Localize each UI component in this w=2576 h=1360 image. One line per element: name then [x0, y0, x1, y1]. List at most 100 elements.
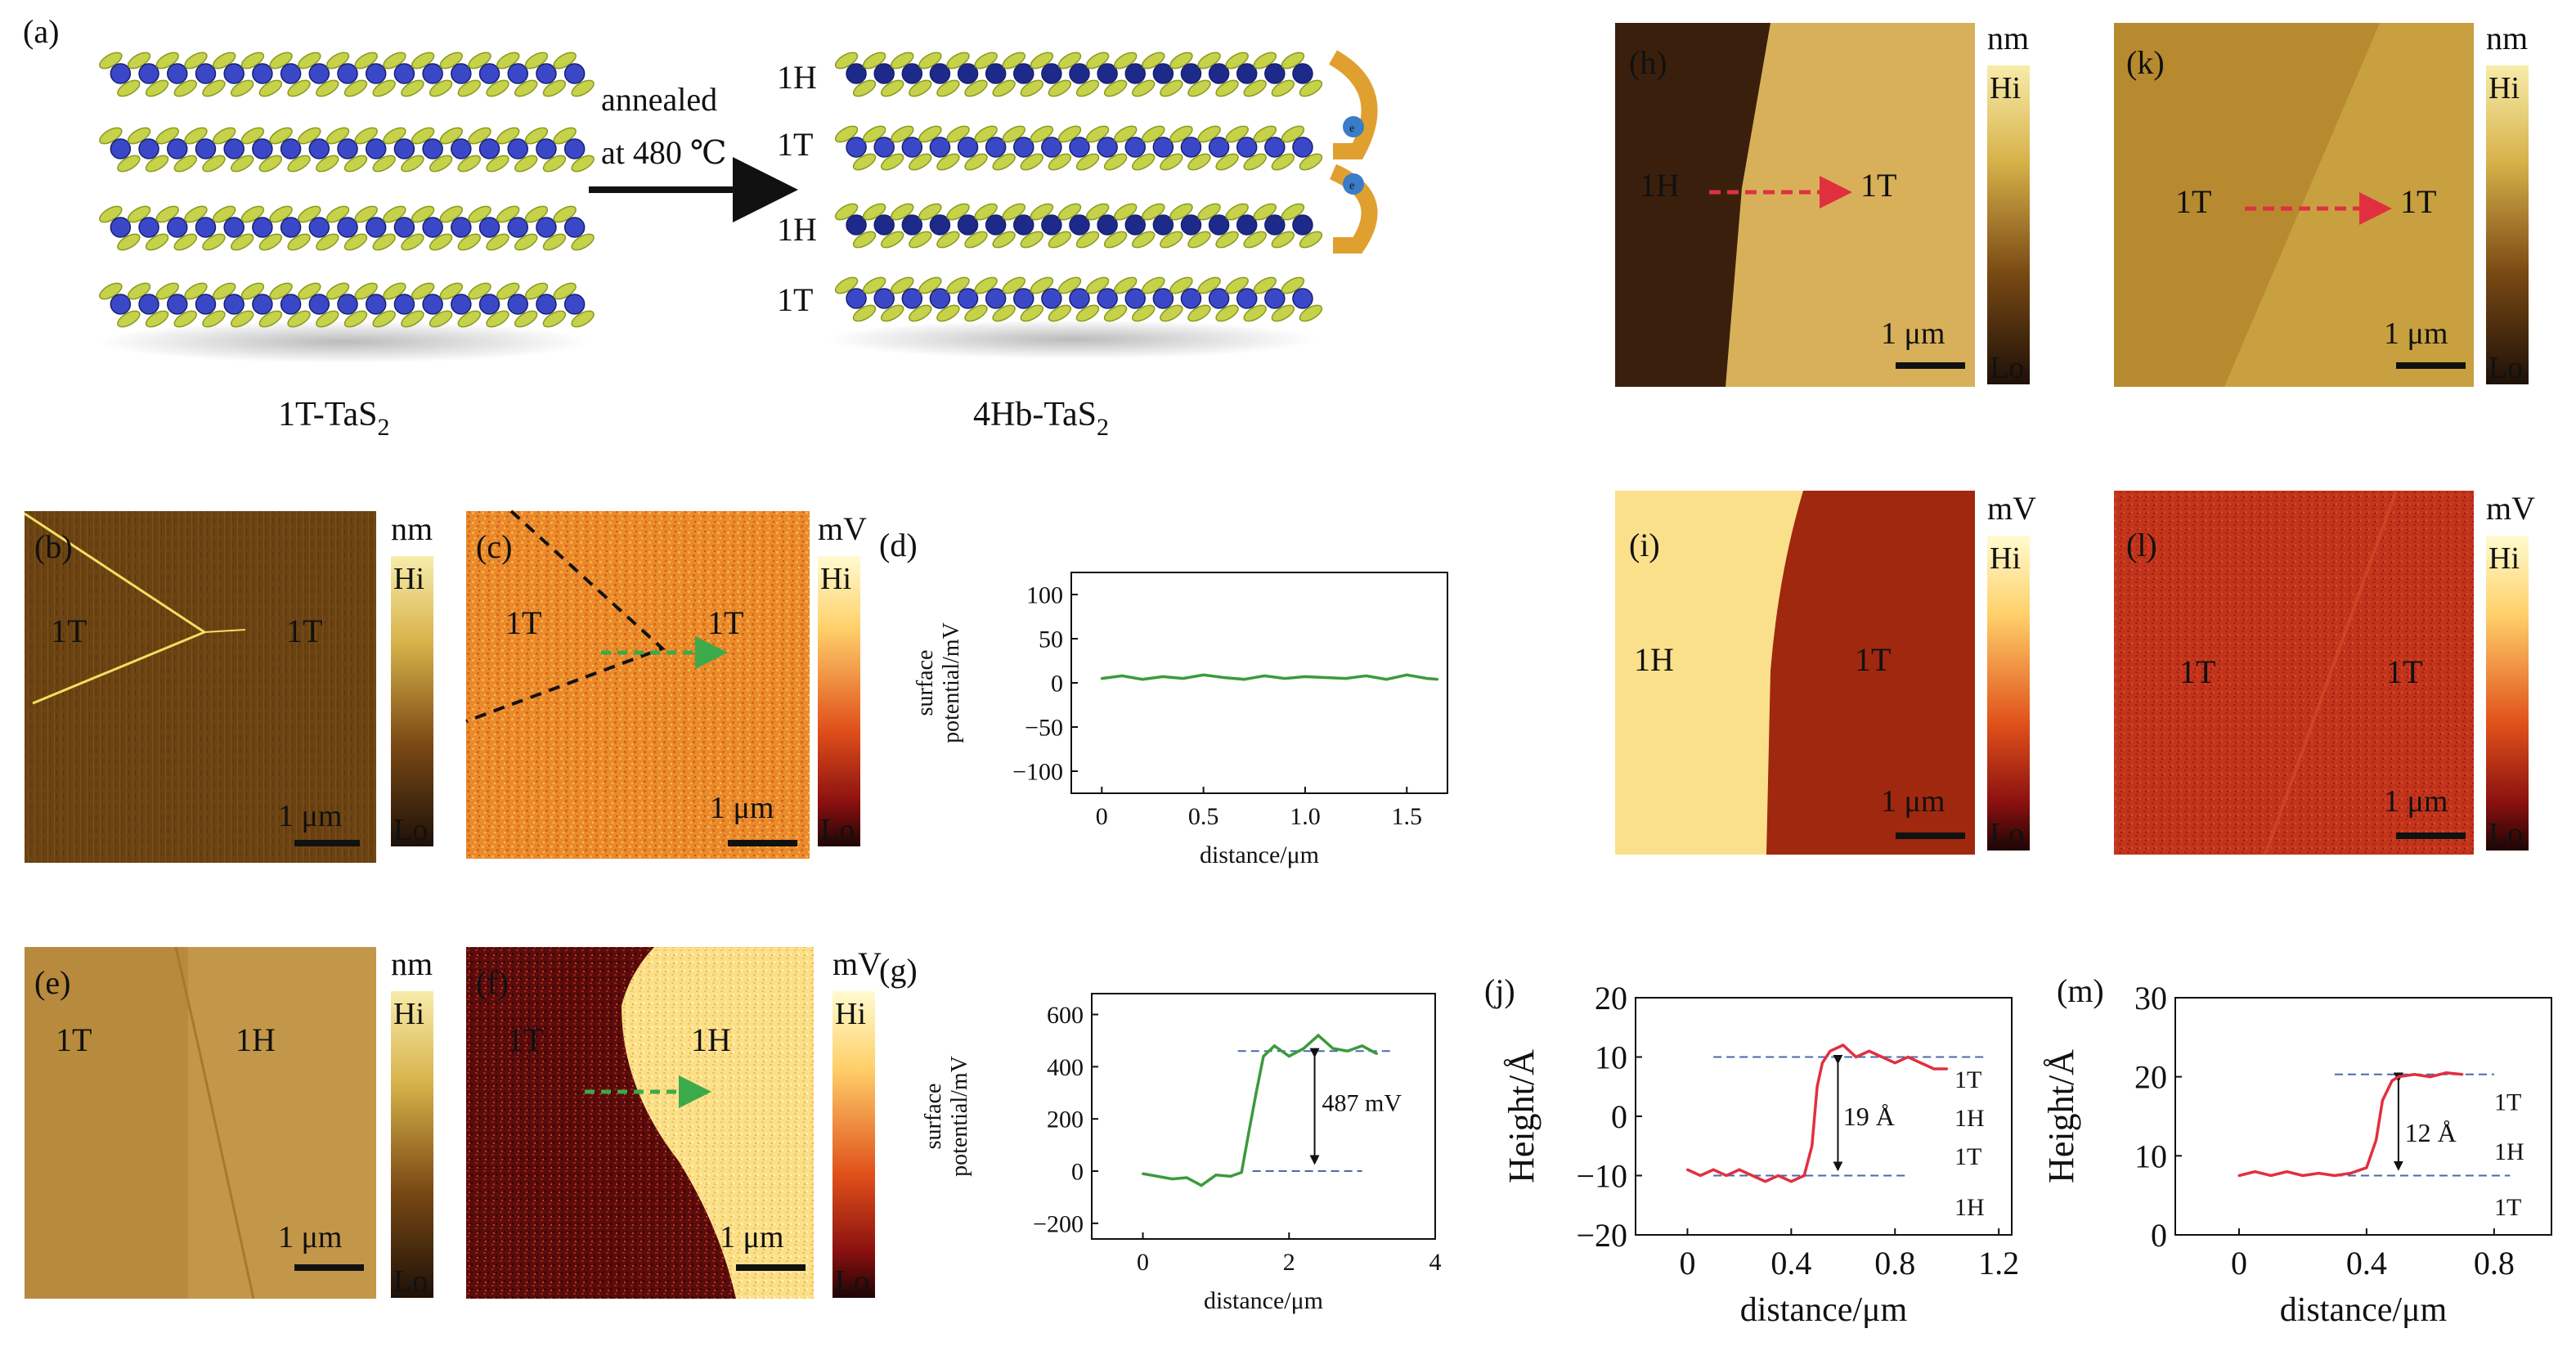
- tantalum-atom: [422, 217, 443, 238]
- series-line: [1102, 673, 1438, 681]
- sulfur-atom: [184, 52, 208, 70]
- sulfur-atom: [354, 52, 378, 70]
- tantalum-atom: [1264, 137, 1286, 158]
- sulfur-atom: [1225, 203, 1249, 221]
- sulfur-atom: [1281, 125, 1305, 143]
- tantalum-atom: [167, 63, 188, 84]
- tantalum-atom: [1097, 63, 1118, 84]
- tantalum-atom: [929, 288, 951, 309]
- data-point: [1802, 1174, 1806, 1177]
- colorbar-lo: Lo: [1990, 817, 2024, 851]
- sulfur-atom: [891, 125, 914, 143]
- sulfur-atom: [1057, 203, 1082, 221]
- tantalum-atom: [337, 138, 358, 159]
- tantalum-atom: [1041, 288, 1062, 309]
- panel-l: (l) 1T 1T 1 μm: [2114, 490, 2474, 855]
- annotation-label: 487 mV: [1322, 1090, 1402, 1117]
- tantalum-atom: [1097, 214, 1118, 236]
- data-point: [1365, 674, 1368, 677]
- tantalum-atom: [929, 137, 951, 158]
- tantalum-atom: [846, 214, 867, 236]
- data-point: [1229, 1174, 1232, 1178]
- sulfur-atom: [553, 52, 577, 70]
- sulfur-atom: [992, 304, 1016, 322]
- scalebar-label-k: 1 μm: [2384, 316, 2448, 351]
- y-tick-label: 200: [1047, 1106, 1084, 1133]
- sulfur-atom: [258, 233, 283, 251]
- scalebar-k: [2396, 362, 2466, 369]
- colorbar-hi: Hi: [820, 562, 851, 596]
- tantalum-atom: [422, 63, 443, 84]
- colorbar-hi: Hi: [835, 997, 866, 1031]
- sulfur-atom: [891, 52, 914, 70]
- sulfur-atom: [992, 79, 1016, 97]
- image-label-l-1: 1T: [2179, 653, 2215, 690]
- boundary-l: [2264, 490, 2398, 855]
- panel-i: (i) 1H 1T 1 μm: [1615, 491, 1975, 855]
- sulfur-atom: [240, 52, 265, 70]
- layer-label-2: 1T: [777, 126, 813, 163]
- tantalum-atom: [1292, 63, 1313, 84]
- sulfur-atom: [936, 79, 960, 97]
- sulfur-atom: [155, 205, 179, 223]
- layer-label-1: 1H: [777, 59, 817, 96]
- colorbar-hi: Hi: [1990, 541, 2021, 576]
- sulfur-atom: [401, 233, 424, 251]
- tantalum-atom: [901, 137, 923, 158]
- colorbar-gradient: [1987, 65, 2030, 384]
- sulfur-atom: [457, 79, 482, 97]
- sulfur-atom: [127, 52, 151, 70]
- sulfur-atom: [571, 310, 595, 328]
- sulfur-atom: [1048, 231, 1072, 249]
- sulfur-atom: [325, 52, 350, 70]
- sulfur-atom: [173, 155, 197, 173]
- colorbar-l: mV Hi Lo: [2486, 490, 2535, 851]
- tantalum-atom: [1124, 63, 1146, 84]
- sulfur-atom: [99, 205, 123, 223]
- sulfur-atom: [258, 79, 283, 97]
- sulfur-atom: [486, 310, 509, 328]
- tantalum-atom: [138, 63, 159, 84]
- tantalum-atom: [280, 294, 302, 315]
- x-tick-label: 2: [1283, 1249, 1295, 1276]
- panel-a: (a) annealed at 480 ℃ 1H 1T 1H 1T e e 1T…: [23, 13, 1378, 441]
- sulfur-atom: [1085, 125, 1110, 143]
- tantalum-atom: [138, 294, 159, 315]
- data-point: [1272, 1044, 1276, 1048]
- data-point: [1361, 1044, 1364, 1048]
- sulfur-atom: [411, 282, 435, 300]
- image-label-i-1: 1H: [1634, 641, 1674, 678]
- tantalum-atom: [873, 137, 895, 158]
- sulfur-atom: [964, 153, 988, 171]
- tantalum-atom: [1097, 137, 1118, 158]
- sulfur-atom: [891, 203, 914, 221]
- tantalum-atom: [957, 137, 979, 158]
- sulfur-atom: [439, 52, 464, 70]
- tantalum-atom: [563, 217, 586, 238]
- tantalum-atom: [223, 294, 245, 315]
- band-label: 1T: [1954, 1143, 1981, 1170]
- sulfur-atom: [852, 231, 877, 249]
- sulfur-atom: [1197, 52, 1221, 70]
- sulfur-atom: [99, 127, 123, 145]
- sulfur-atom: [918, 125, 942, 143]
- sulfur-atom: [184, 205, 208, 223]
- tantalum-atom: [195, 294, 217, 315]
- sulfur-atom: [287, 79, 311, 97]
- tantalum-atom: [1208, 288, 1230, 309]
- scalebar-h: [1896, 362, 1965, 369]
- tantalum-atom: [1124, 137, 1146, 158]
- sulfur-atom: [964, 79, 988, 97]
- data-point: [1120, 674, 1124, 677]
- data-point: [2237, 1174, 2241, 1177]
- scalebar-label-f: 1 μm: [720, 1220, 783, 1255]
- sulfur-atom: [117, 79, 141, 97]
- data-point: [1142, 1172, 1145, 1175]
- sulfur-atom: [936, 231, 960, 249]
- sulfur-atom: [173, 310, 197, 328]
- colorbar-gradient: [832, 991, 875, 1298]
- data-point: [1324, 676, 1327, 680]
- electron-icon-1: [1343, 116, 1364, 137]
- sulfur-atom: [99, 52, 123, 70]
- data-point: [1906, 1056, 1910, 1058]
